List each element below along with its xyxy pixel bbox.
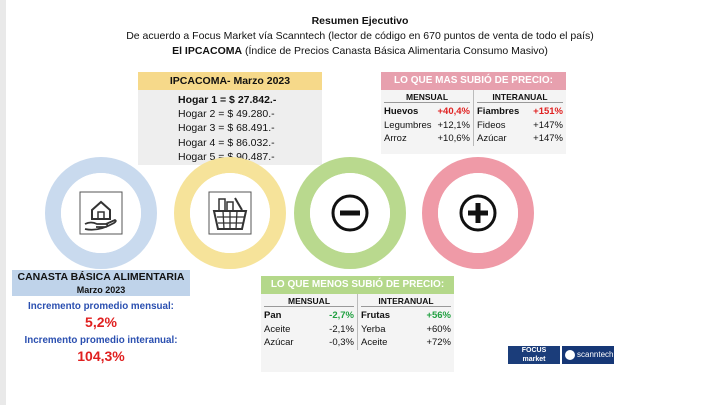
mas-subio-columns: MENSUAL Huevos +40,4% Legumbres +12,1% Arr… bbox=[381, 90, 566, 146]
table-row: Frutas +56% bbox=[361, 309, 451, 323]
item-value: +60% bbox=[426, 323, 451, 335]
table-row: Fiambres +151% bbox=[477, 105, 563, 119]
table-row: Azúcar +147% bbox=[477, 132, 563, 146]
focus-market-logo: FOCUS market bbox=[508, 346, 560, 364]
page-title: Resumen Ejecutivo bbox=[311, 15, 409, 27]
item-value: +10,6% bbox=[437, 133, 471, 144]
column-header: MENSUAL bbox=[264, 294, 354, 307]
item-name: Azúcar bbox=[264, 337, 294, 348]
canasta-title: CANASTA BÁSICA ALIMENTARIA bbox=[12, 270, 190, 284]
menos-subio-interanual: INTERANUAL Frutas +56% Yerba +60% Aceite +7… bbox=[357, 294, 454, 350]
basket-icon bbox=[208, 191, 252, 235]
item-value: +40,4% bbox=[437, 106, 471, 117]
list-item: Hogar 4 = $ 86.032.- bbox=[178, 136, 275, 149]
list-item: Hogar 1 = $ 27.842.- bbox=[178, 94, 277, 106]
item-value: +147% bbox=[533, 119, 563, 131]
item-name: Aceite bbox=[264, 323, 291, 335]
mas-subio-mensual: MENSUAL Huevos +40,4% Legumbres +12,1% Arr… bbox=[381, 90, 473, 146]
header-index-desc: (Índice de Precios Canasta Básica Alimen… bbox=[242, 45, 548, 57]
canasta-interanual-value: 104,3% bbox=[77, 348, 125, 364]
ipcacoma-title: IPCACOMA- Marzo 2023 bbox=[138, 72, 322, 90]
item-name: Azúcar bbox=[477, 133, 507, 144]
item-name: Yerba bbox=[361, 323, 386, 335]
item-value: +12,1% bbox=[437, 119, 471, 131]
item-name: Legumbres bbox=[384, 119, 432, 131]
item-name: Aceite bbox=[361, 337, 388, 348]
scanntech-mark-icon bbox=[565, 350, 575, 360]
focus-logo-line1: FOCUS bbox=[521, 347, 547, 354]
header: Resumen Ejecutivo De acuerdo a Focus Mar… bbox=[0, 14, 720, 59]
table-row: Aceite +72% bbox=[361, 336, 451, 350]
table-row: Legumbres +12,1% bbox=[384, 119, 470, 133]
item-value: +56% bbox=[426, 310, 451, 321]
left-edge bbox=[0, 0, 6, 405]
item-name: Huevos bbox=[384, 106, 419, 117]
item-value: +72% bbox=[426, 337, 451, 348]
ipcacoma-list: Hogar 1 = $ 27.842.- Hogar 2 = $ 49.280.… bbox=[138, 93, 322, 164]
list-item: Hogar 2 = $ 49.280.- bbox=[178, 108, 275, 121]
scanntech-logo: scanntech bbox=[562, 346, 614, 364]
mas-subio-title: LO QUE MAS SUBIÓ DE PRECIO: bbox=[381, 72, 566, 90]
house-hand-icon bbox=[79, 191, 123, 235]
item-value: +147% bbox=[533, 133, 563, 144]
canasta-subtitle: Marzo 2023 bbox=[12, 284, 190, 296]
list-item: Hogar 5 = $ 90.487.- bbox=[178, 150, 275, 163]
column-header: INTERANUAL bbox=[477, 90, 563, 103]
table-row: Pan -2,7% bbox=[264, 309, 354, 323]
plus-icon bbox=[459, 194, 497, 232]
column-header: MENSUAL bbox=[384, 90, 470, 103]
mas-subio-interanual: INTERANUAL Fiambres +151% Fideos +147% Azú… bbox=[473, 90, 566, 146]
header-index: El IPCACOMA (Índice de Precios Canasta B… bbox=[0, 44, 720, 59]
mas-subio-box: LO QUE MAS SUBIÓ DE PRECIO: MENSUAL Huev… bbox=[381, 72, 566, 154]
table-row: Aceite -2,1% bbox=[264, 323, 354, 337]
column-header: INTERANUAL bbox=[361, 294, 451, 307]
menos-subio-box: LO QUE MENOS SUBIÓ DE PRECIO: MENSUAL Pa… bbox=[261, 276, 454, 372]
item-name: Pan bbox=[264, 310, 282, 321]
minus-icon bbox=[331, 194, 369, 232]
item-value: +151% bbox=[533, 106, 563, 117]
canasta-interanual-label: Incremento promedio interanual: bbox=[24, 335, 178, 346]
canasta-mensual-value: 5,2% bbox=[85, 314, 117, 330]
list-item: Hogar 3 = $ 68.491.- bbox=[178, 122, 275, 135]
header-index-name: El IPCACOMA bbox=[172, 45, 243, 57]
item-name: Fiambres bbox=[477, 106, 520, 117]
menos-subio-columns: MENSUAL Pan -2,7% Aceite -2,1% Azúcar -0,3%… bbox=[261, 294, 454, 350]
header-source: De acuerdo a Focus Market vía Scanntech … bbox=[126, 30, 594, 42]
ipcacoma-box: IPCACOMA- Marzo 2023 Hogar 1 = $ 27.842.… bbox=[138, 72, 322, 165]
scanntech-logo-text: scanntech bbox=[577, 350, 614, 359]
table-row: Yerba +60% bbox=[361, 323, 451, 337]
canasta-mensual-label: Incremento promedio mensual: bbox=[28, 301, 174, 312]
focus-logo-line2: market bbox=[522, 356, 546, 363]
menos-subio-mensual: MENSUAL Pan -2,7% Aceite -2,1% Azúcar -0,3% bbox=[261, 294, 357, 350]
item-name: Fideos bbox=[477, 119, 506, 131]
item-value: -2,1% bbox=[329, 323, 354, 335]
table-row: Arroz +10,6% bbox=[384, 132, 470, 146]
item-name: Frutas bbox=[361, 310, 391, 321]
table-row: Huevos +40,4% bbox=[384, 105, 470, 119]
item-name: Arroz bbox=[384, 133, 407, 144]
canasta-box: CANASTA BÁSICA ALIMENTARIA Marzo 2023 In… bbox=[12, 270, 190, 370]
menos-subio-title: LO QUE MENOS SUBIÓ DE PRECIO: bbox=[261, 276, 454, 294]
table-row: Azúcar -0,3% bbox=[264, 336, 354, 350]
item-value: -0,3% bbox=[329, 337, 354, 348]
table-row: Fideos +147% bbox=[477, 119, 563, 133]
item-value: -2,7% bbox=[329, 310, 354, 321]
